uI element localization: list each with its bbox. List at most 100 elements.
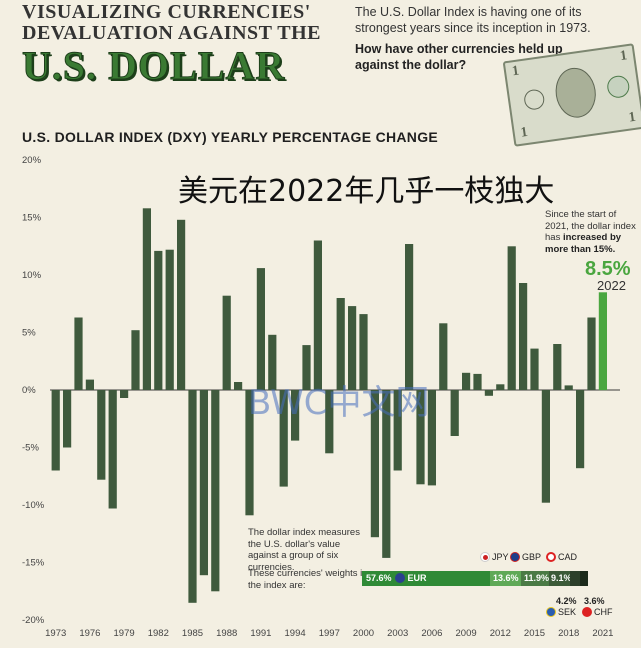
japan-flag-icon [480, 552, 490, 562]
bar-1986 [199, 390, 208, 576]
cad-weight: 9.1% [551, 573, 570, 583]
y-tick-label: 10% [22, 270, 42, 281]
x-tick-label: 2000 [353, 628, 374, 639]
index-note: The dollar index measures the U.S. dolla… [248, 527, 360, 573]
weight-segment-sek [570, 571, 580, 586]
bar-1976 [85, 379, 94, 390]
bar-1980 [131, 330, 140, 390]
index-weights-note: These currencies' weights in the index a… [248, 568, 368, 591]
bar-2013 [507, 246, 516, 391]
uk-flag-icon [510, 552, 520, 562]
bar-1984 [177, 219, 186, 390]
annotation-2021-text: Since the start of 2021, the dollar inde… [545, 209, 636, 243]
gbp-weight: 11.9% [524, 573, 549, 583]
bar-1979 [120, 390, 129, 398]
y-tick-label: -15% [22, 558, 45, 569]
bar-2000 [359, 314, 368, 390]
title-line-2: DEVALUATION AGAINST THE [22, 22, 321, 44]
bar-2007 [439, 323, 448, 390]
bar-2002 [382, 390, 391, 558]
switzerland-flag-icon [582, 607, 592, 617]
y-tick-label: -20% [22, 615, 45, 626]
bar-1985 [188, 390, 197, 603]
bar-1990 [245, 390, 254, 516]
bar-2011 [484, 390, 493, 396]
bar-2014 [519, 283, 528, 390]
x-tick-label: 1979 [114, 628, 135, 639]
bar-2008 [450, 390, 459, 436]
annotation-2021-bold: increased by more than 15%. [545, 232, 622, 255]
x-tick-label: 1997 [319, 628, 340, 639]
chart-title: U.S. DOLLAR INDEX (DXY) YEARLY PERCENTAG… [22, 129, 439, 145]
bar-2020 [587, 317, 596, 390]
bar-2015 [530, 348, 539, 390]
x-tick-label: 1973 [45, 628, 66, 639]
bar-1994 [291, 390, 300, 441]
x-tick-label: 1976 [79, 628, 100, 639]
bar-1983 [165, 249, 174, 390]
x-tick-label: 2006 [421, 628, 442, 639]
bar-2004 [405, 244, 414, 390]
x-tick-label: 1991 [250, 628, 271, 639]
y-tick-label: 20% [22, 155, 42, 166]
annotation-2022-year: 2022 [597, 278, 626, 293]
bar-1981 [142, 208, 151, 390]
x-tick-label: 2009 [456, 628, 477, 639]
annotation-2021: Since the start of 2021, the dollar inde… [545, 209, 637, 255]
bar-1973 [51, 390, 60, 471]
bar-1989 [234, 382, 243, 390]
bar-1997 [325, 390, 334, 454]
x-tick-label: 1988 [216, 628, 237, 639]
y-tick-label: 0% [22, 385, 36, 396]
x-tick-label: 2012 [490, 628, 511, 639]
bar-2009 [462, 372, 471, 391]
sek-weight: 4.2% [556, 596, 577, 606]
bar-2019 [576, 390, 585, 469]
bar-1998 [336, 298, 345, 390]
chf-code: CHF [594, 607, 613, 617]
weight-segment-gbp: 11.9% [521, 571, 549, 586]
bar-2021 [598, 292, 607, 391]
weight-segment-jpy: 13.6% [490, 571, 521, 586]
gbp-code: GBP [522, 552, 542, 562]
flag-label-cad: CAD [546, 552, 577, 562]
annotation-2022-value: 8.5% [585, 258, 631, 280]
eur-weight: 57.6% [366, 573, 392, 583]
y-tick-label: -10% [22, 500, 45, 511]
y-tick-label: 5% [22, 328, 36, 339]
jpy-code: JPY [492, 552, 509, 562]
x-tick-label: 2018 [558, 628, 579, 639]
x-tick-label: 2015 [524, 628, 545, 639]
title-dollar: U.S. DOLLAR [22, 43, 286, 88]
bar-1988 [222, 295, 231, 390]
intro-question: How have other currencies held up agains… [355, 42, 563, 72]
overlay-caption: 美元在2022年几乎一枝独大 [178, 174, 555, 209]
bar-1977 [97, 390, 106, 480]
bar-2006 [427, 390, 436, 486]
y-tick-label: 15% [22, 213, 42, 224]
weight-segment-eur: 57.6% EUR [362, 571, 490, 586]
y-tick-label: -5% [22, 443, 39, 454]
x-tick-label: 1982 [148, 628, 169, 639]
bar-1992 [268, 334, 277, 390]
weight-segment-chf [580, 571, 588, 586]
canada-flag-icon [546, 552, 556, 562]
bar-2017 [553, 344, 562, 390]
bar-2010 [473, 373, 482, 390]
flag-label-jpy: JPY [480, 552, 509, 562]
bar-1978 [108, 390, 117, 509]
flag-label-gbp: GBP [510, 552, 541, 562]
bar-1975 [74, 317, 83, 390]
weights-bar: 57.6% EUR 13.6% 11.9% 9.1% [362, 571, 588, 586]
x-tick-label: 2003 [387, 628, 408, 639]
intro-text: The U.S. Dollar Index is having one of i… [355, 5, 591, 35]
title-line-1: VISUALIZING CURRENCIES' [22, 1, 311, 23]
bar-1993 [279, 390, 288, 487]
eur-code: EUR [407, 573, 427, 583]
flag-label-sek: SEK [546, 607, 576, 617]
sweden-flag-icon [546, 607, 556, 617]
bar-2018 [564, 385, 573, 390]
bar-1995 [302, 345, 311, 390]
x-tick-label: 1985 [182, 628, 203, 639]
